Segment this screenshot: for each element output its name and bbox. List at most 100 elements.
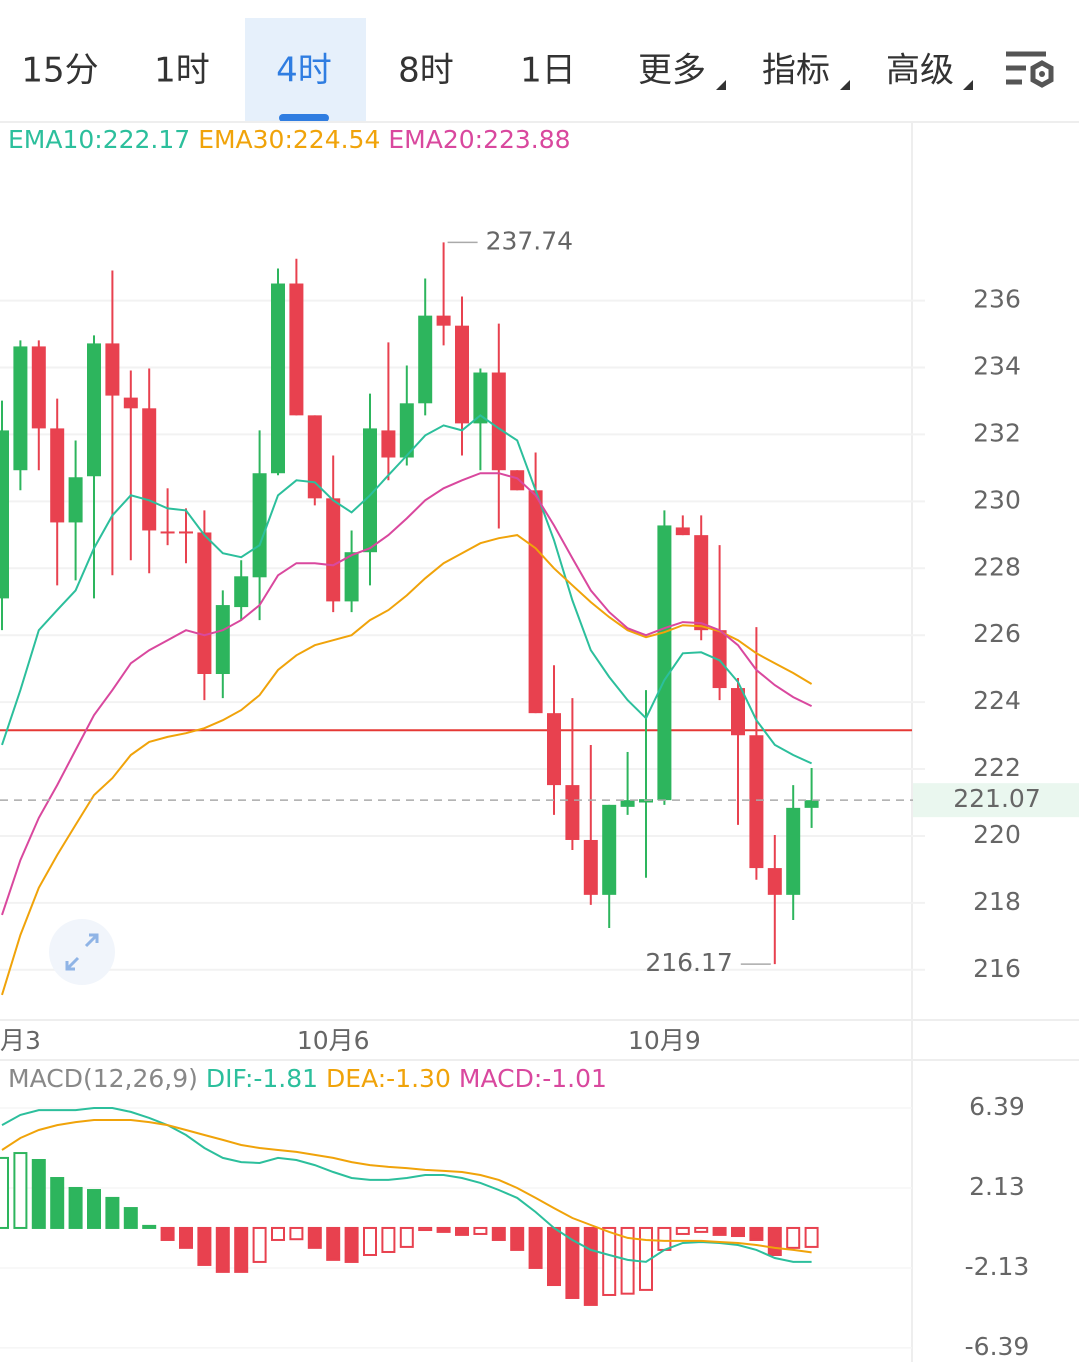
candle-body <box>307 415 322 499</box>
x-tick-label: 10月6 <box>297 1026 370 1055</box>
candle-body <box>197 532 212 675</box>
y-tick-label: 228 <box>973 552 1021 581</box>
macd-bar <box>731 1226 745 1238</box>
macd-bar <box>68 1186 83 1229</box>
macd-bar <box>252 1226 267 1263</box>
legend-entry: EMA30:224.54 <box>198 125 380 154</box>
tab[interactable]: 1时 <box>154 51 210 91</box>
macd-bar <box>786 1226 801 1249</box>
candle-body <box>491 372 506 471</box>
macd-bar <box>31 1158 46 1229</box>
macd-bar <box>473 1226 488 1235</box>
candle-body <box>87 343 101 477</box>
candle-body <box>31 346 46 429</box>
tab[interactable]: 指标 <box>762 51 830 91</box>
active-tab-background <box>245 18 366 122</box>
macd-bar <box>271 1226 285 1241</box>
high-annotation: 237.74 <box>486 226 573 255</box>
candle-body <box>547 713 561 786</box>
macd-bar <box>179 1226 193 1249</box>
candle-body <box>731 688 745 736</box>
candle-body <box>344 552 359 602</box>
macd-bar <box>307 1226 322 1249</box>
candle-body <box>528 490 543 714</box>
candle-body <box>13 346 28 471</box>
timeframe-tabs: 15分 1时 4时 8时 1日 更多 指标 高级 <box>21 18 1054 122</box>
candle-body <box>142 408 157 531</box>
indicator-name: MACD(12,26,9) <box>8 1064 198 1093</box>
legend-entry: DEA:-1.30 <box>326 1064 451 1093</box>
dropdown-arrow <box>716 80 726 90</box>
legend-entry: EMA10:222.17 <box>8 125 190 154</box>
macd-bar <box>363 1226 377 1256</box>
dropdown-arrow <box>963 80 973 90</box>
tab[interactable]: 15分 <box>21 51 98 91</box>
last-price-box <box>913 783 1079 818</box>
y-tick-label: -2.13 <box>965 1252 1030 1281</box>
candle-body <box>712 630 727 689</box>
marks <box>0 242 912 1306</box>
candle-body <box>767 868 782 895</box>
x-tick-label: 10月9 <box>628 1026 701 1055</box>
candle-body <box>675 527 690 536</box>
tab[interactable]: 8时 <box>398 51 454 91</box>
candle-body <box>436 315 451 326</box>
candle-body <box>50 428 65 523</box>
candle-body <box>0 430 9 599</box>
candle-body <box>602 804 617 895</box>
macd-line <box>1 1107 812 1263</box>
candle-body <box>123 397 138 409</box>
candle-body <box>473 372 488 424</box>
candle-body <box>455 325 469 424</box>
candle-body <box>252 473 267 578</box>
macd-bar <box>712 1226 727 1236</box>
legend-entry: EMA20:223.88 <box>388 125 570 154</box>
y-tick-label: 216 <box>973 954 1021 983</box>
candle-body <box>786 807 801 895</box>
ema-line <box>1 472 813 916</box>
y-tick-label: 220 <box>973 820 1021 849</box>
tab[interactable]: 4时 <box>276 51 332 91</box>
y-tick-label: 234 <box>973 352 1021 381</box>
macd-bar <box>565 1226 580 1299</box>
candle-body <box>510 470 525 491</box>
macd-bar <box>455 1226 469 1236</box>
macd-bar <box>510 1226 525 1251</box>
macd-bar <box>436 1226 451 1233</box>
tab[interactable]: 高级 <box>886 51 954 91</box>
legend-entry: MACD:-1.01 <box>459 1064 607 1093</box>
candle-body <box>215 605 230 675</box>
candle-body <box>289 283 304 416</box>
candle-body <box>234 576 249 608</box>
macd-bar <box>767 1226 782 1256</box>
legend-entry: DIF:-1.81 <box>206 1064 318 1093</box>
macd-bar <box>215 1226 230 1273</box>
macd-line <box>1 1119 812 1254</box>
ema-line <box>1 534 813 996</box>
tab[interactable]: 更多 <box>638 51 706 91</box>
macd-bar <box>418 1226 433 1232</box>
y-tick-label: 224 <box>973 686 1021 715</box>
y-tick-label: 2.13 <box>969 1172 1025 1201</box>
tab[interactable]: 1日 <box>520 51 576 91</box>
macd-bar <box>160 1226 175 1241</box>
low-annotation: 216.17 <box>645 948 732 977</box>
candle-body <box>749 735 764 869</box>
candle-body <box>105 343 120 396</box>
macd-bar <box>0 1156 9 1229</box>
candle-body <box>326 498 341 602</box>
candle-body <box>363 428 377 553</box>
zoom-button[interactable] <box>49 919 115 985</box>
macd-bar <box>583 1226 598 1306</box>
macd-bar <box>381 1226 396 1253</box>
y-tick-label: 218 <box>973 887 1021 916</box>
candle-body <box>179 531 193 534</box>
macd-bar <box>289 1226 304 1241</box>
settings-icon[interactable] <box>1006 51 1054 88</box>
y-tick-label: 236 <box>973 285 1021 314</box>
y-tick-label: 222 <box>973 753 1021 782</box>
macd-bar <box>50 1177 65 1229</box>
y-tick-label: -6.39 <box>965 1332 1030 1361</box>
active-tab-indicator <box>279 114 329 122</box>
macd-bar <box>326 1226 341 1261</box>
